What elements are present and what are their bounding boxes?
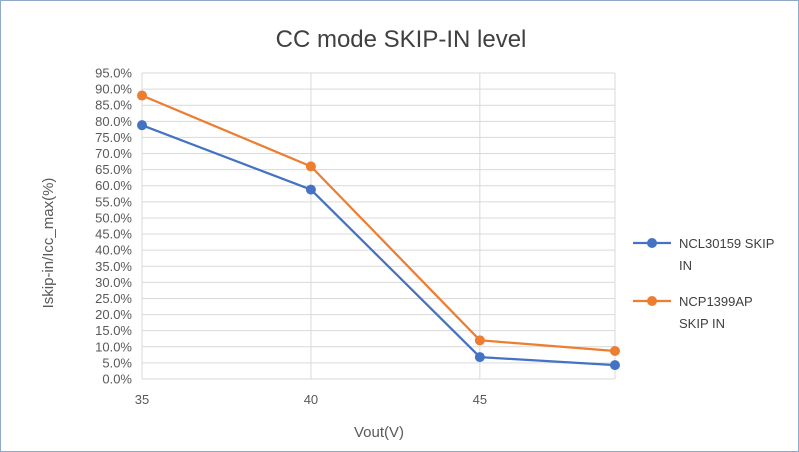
data-point [137, 90, 147, 101]
gridlines [141, 72, 616, 380]
y-axis-title: Iskip-in/Icc_max(%) [40, 178, 57, 309]
legend-label: SKIP IN [679, 316, 725, 331]
series-line-0 [141, 124, 616, 367]
series-layer [137, 90, 620, 371]
y-tick-label: 0.0% [102, 372, 132, 387]
legend-marker-0 [647, 238, 657, 248]
data-point [474, 335, 485, 346]
x-tick-labels: 35 40 45 [135, 392, 487, 407]
x-axis-title: Vout(V) [354, 424, 404, 441]
y-tick-label: 85.0% [95, 98, 132, 113]
y-tick-label: 15.0% [95, 323, 132, 338]
data-point [305, 184, 316, 195]
y-tick-label: 60.0% [95, 178, 132, 193]
y-tick-label: 50.0% [95, 210, 132, 225]
data-point [305, 161, 316, 172]
y-tick-labels: 0.0% 5.0%10.0%15.0%20.0%25.0%30.0%35.0%40… [95, 66, 132, 387]
y-tick-label: 70.0% [95, 146, 132, 161]
y-tick-label: 65.0% [95, 162, 132, 177]
y-tick-label: 75.0% [95, 130, 132, 145]
legend-label: NCL30159 SKIP [679, 236, 774, 251]
legend-label: NCP1399AP [679, 294, 753, 309]
y-tick-label: 35.0% [95, 259, 132, 274]
y-tick-label: 5.0% [102, 355, 132, 370]
y-tick-label: 45.0% [95, 227, 132, 242]
legend-label: IN [679, 258, 692, 273]
y-tick-label: 40.0% [95, 243, 132, 258]
y-tick-label: 25.0% [95, 291, 132, 306]
data-point [137, 120, 147, 131]
chart-title: CC mode SKIP-IN level [276, 26, 527, 53]
legend: NCL30159 SKIP IN NCP1399AP SKIP IN [633, 236, 774, 331]
y-tick-label: 95.0% [95, 66, 132, 81]
data-point [610, 360, 620, 371]
y-tick-label: 10.0% [95, 339, 132, 354]
y-tick-label: 30.0% [95, 275, 132, 290]
y-tick-label: 80.0% [95, 114, 132, 129]
x-tick-label: 35 [135, 392, 149, 407]
x-tick-label: 40 [304, 392, 318, 407]
y-tick-label: 90.0% [95, 82, 132, 97]
y-tick-label: 20.0% [95, 307, 132, 322]
data-point [610, 345, 620, 356]
legend-marker-1 [647, 296, 657, 306]
y-tick-label: 55.0% [95, 194, 132, 209]
x-tick-label: 45 [473, 392, 487, 407]
data-point [474, 352, 485, 363]
series-line-1 [141, 94, 616, 353]
